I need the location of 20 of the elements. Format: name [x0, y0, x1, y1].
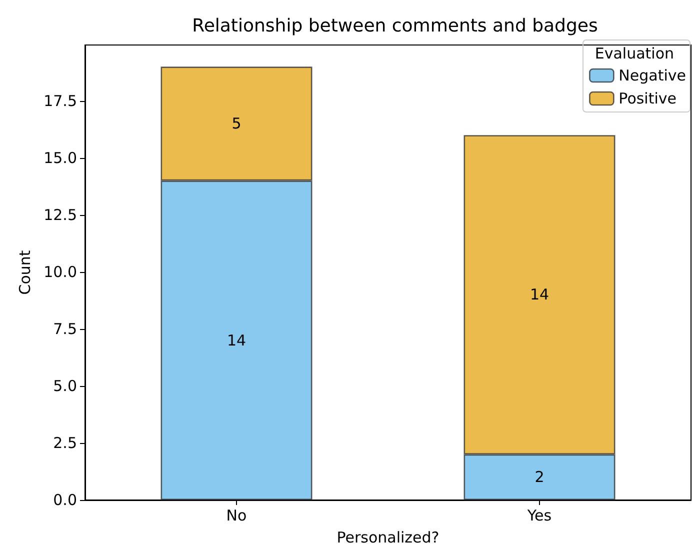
- legend-title: Evaluation: [594, 44, 674, 62]
- data-label: 2: [534, 468, 544, 486]
- x-axis-title: Personalized?: [336, 528, 440, 546]
- data-label: 14: [226, 331, 246, 350]
- x-tick-label: Yes: [526, 506, 552, 524]
- legend-label: Positive: [618, 90, 677, 108]
- x-tick-label: No: [226, 506, 247, 524]
- y-axis-title: Count: [16, 250, 34, 295]
- y-tick-label: 2.5: [53, 434, 77, 452]
- y-tick-label: 5.0: [53, 376, 77, 395]
- data-label: 14: [530, 286, 550, 304]
- y-tick-label: 12.5: [44, 206, 77, 224]
- chart-title: Relationship between comments and badges: [192, 16, 598, 36]
- data-label: 5: [232, 114, 242, 133]
- y-tick-label: 15.0: [44, 148, 77, 167]
- legend-label: Negative: [618, 66, 686, 84]
- y-tick-label: 17.5: [44, 92, 77, 110]
- y-tick-label: 0.0: [53, 491, 77, 509]
- y-tick-label: 7.5: [53, 320, 77, 338]
- y-tick-label: 10.0: [44, 262, 77, 281]
